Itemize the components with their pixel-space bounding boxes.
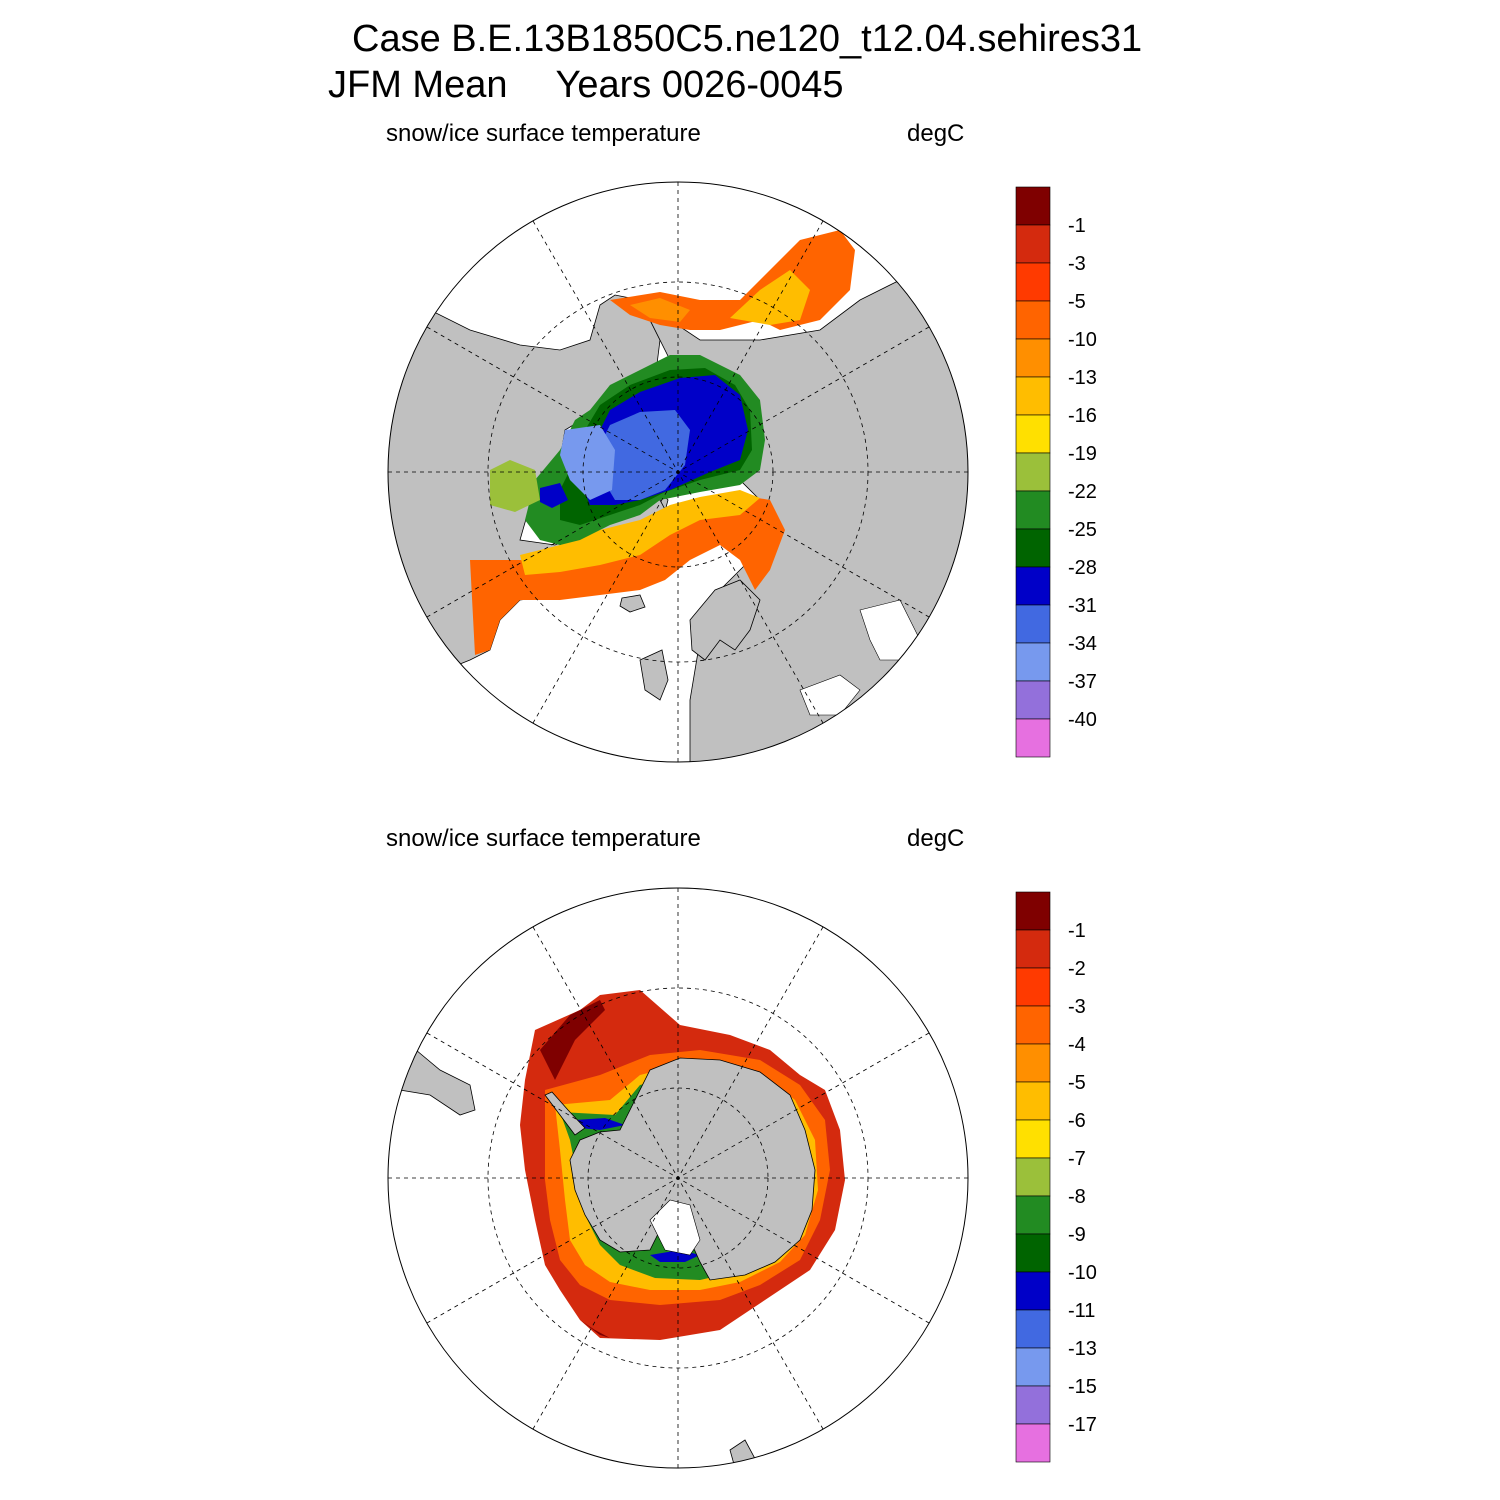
ice-medium-blue (600, 410, 690, 500)
north-colorbar-swatch (1015, 528, 1051, 568)
south-colorbar-label: -4 (1068, 1034, 1086, 1056)
north-colorbar-label: -16 (1068, 405, 1097, 427)
south-colorbar-swatch (1015, 1081, 1051, 1121)
south-colorbar-label: -2 (1068, 958, 1086, 980)
south-colorbar-label: -15 (1068, 1376, 1097, 1398)
north-colorbar-swatch (1015, 566, 1051, 606)
north-colorbar-swatch (1015, 452, 1051, 492)
south-polar-map (387, 887, 969, 1469)
south-colorbar-swatch (1015, 1309, 1051, 1349)
south-graticule (388, 888, 968, 1468)
south-colorbar-swatch (1015, 967, 1051, 1007)
ice-hudson (490, 460, 540, 512)
north-colorbar-swatch (1015, 262, 1051, 302)
south-colorbar-label: -1 (1068, 920, 1086, 942)
ice-light-blue (560, 425, 615, 500)
north-colorbar-swatch (1015, 604, 1051, 644)
south-colorbar-swatch (1015, 1157, 1051, 1197)
north-colorbar-swatch (1015, 376, 1051, 416)
antarctic-peninsula (544, 1091, 586, 1136)
south-colorbar-label: -7 (1068, 1148, 1086, 1170)
north-colorbar-label: -22 (1068, 481, 1097, 503)
north-colorbar-label: -25 (1068, 519, 1097, 541)
south-colorbar-swatch (1015, 1005, 1051, 1045)
south-variable-label: snow/ice surface temperature (386, 825, 701, 852)
ice-weddell-blue (575, 1118, 625, 1130)
south-colorbar-swatch (1015, 929, 1051, 969)
north-colorbar-label: -40 (1068, 709, 1097, 731)
south-units-label: degC (907, 825, 965, 852)
north-colorbar-swatch (1015, 680, 1051, 720)
south-colorbar-swatch (1015, 891, 1051, 931)
antarctica-land (569, 1057, 816, 1281)
ice-atlantic-band (470, 495, 785, 655)
scandinavia-land (689, 579, 761, 661)
south-colorbar-label: -3 (1068, 996, 1086, 1018)
north-colorbar-swatch (1015, 224, 1051, 264)
years-label: Years 0026-0045 (555, 64, 844, 106)
south-america-land (394, 1044, 476, 1116)
south-colorbar-swatch (1015, 1347, 1051, 1387)
south-colorbar-swatch (1015, 1271, 1051, 1311)
south-colorbar-label: -11 (1068, 1300, 1095, 1322)
south-colorbar-label: -10 (1068, 1262, 1097, 1284)
ice-baffin-blue (540, 483, 568, 508)
south-colorbar-label: -13 (1068, 1338, 1097, 1360)
ross-ice-shelf (649, 1199, 701, 1256)
south-colorbar-label: -9 (1068, 1224, 1086, 1246)
south-colorbar-swatch (1015, 1423, 1051, 1463)
south-colorbar-swatch (1015, 1119, 1051, 1159)
period-title: JFM Mean Years 0026-0045 (328, 64, 844, 107)
north-colorbar: -1 -3 -5 -10 -13 -16 -19 -22 -25 -28 -31 -34 -37 -40 (1015, 186, 1097, 758)
north-variable-label: snow/ice surface temperature (386, 120, 701, 147)
north-colorbar-swatch (1015, 338, 1051, 378)
ice-okhotsk (630, 298, 690, 322)
iceland-land (619, 594, 646, 613)
south-colorbar-swatch (1015, 1043, 1051, 1083)
south-colorbar-label: -8 (1068, 1186, 1086, 1208)
north-colorbar-label: -31 (1068, 595, 1097, 617)
north-colorbar-label: -19 (1068, 443, 1097, 465)
north-colorbar-label: -28 (1068, 557, 1097, 579)
north-graticule (388, 182, 968, 762)
ice-dark-red-patch (540, 1000, 605, 1080)
south-colorbar-label: -17 (1068, 1414, 1097, 1436)
south-colorbar-swatch (1015, 1195, 1051, 1235)
north-colorbar-label: -1 (1068, 215, 1086, 237)
north-map-border (387, 181, 969, 763)
north-units-label: degC (907, 120, 965, 147)
north-polar-map (387, 181, 969, 763)
south-colorbar-swatch (1015, 1385, 1051, 1425)
period-label: JFM Mean (328, 64, 508, 106)
north-colorbar-swatch (1015, 490, 1051, 530)
britain-land (639, 649, 669, 701)
north-colorbar-swatch (1015, 414, 1051, 454)
case-title: Case B.E.13B1850C5.ne120_t12.04.sehires3… (352, 18, 1143, 60)
north-colorbar-label: -34 (1068, 633, 1097, 655)
north-colorbar-label: -5 (1068, 291, 1086, 313)
north-colorbar-swatch (1015, 642, 1051, 682)
north-colorbar-swatch (1015, 718, 1051, 758)
south-colorbar-swatch (1015, 1233, 1051, 1273)
south-colorbar-label: -6 (1068, 1110, 1086, 1132)
south-map-border (387, 887, 969, 1469)
north-colorbar-swatch (1015, 300, 1051, 340)
north-colorbar-label: -3 (1068, 253, 1086, 275)
med-gap (799, 674, 861, 716)
ice-bering-inner (730, 270, 810, 325)
south-colorbar: -1 -2 -3 -4 -5 -6 -7 -8 -9 -10 -11 -13 -15 -17 (1015, 891, 1097, 1463)
ice-atlantic-yellow (520, 490, 760, 575)
north-colorbar-label: -13 (1068, 367, 1097, 389)
north-colorbar-label: -37 (1068, 671, 1097, 693)
north-colorbar-swatch (1015, 186, 1051, 226)
south-colorbar-label: -5 (1068, 1072, 1086, 1094)
north-colorbar-label: -10 (1068, 329, 1097, 351)
